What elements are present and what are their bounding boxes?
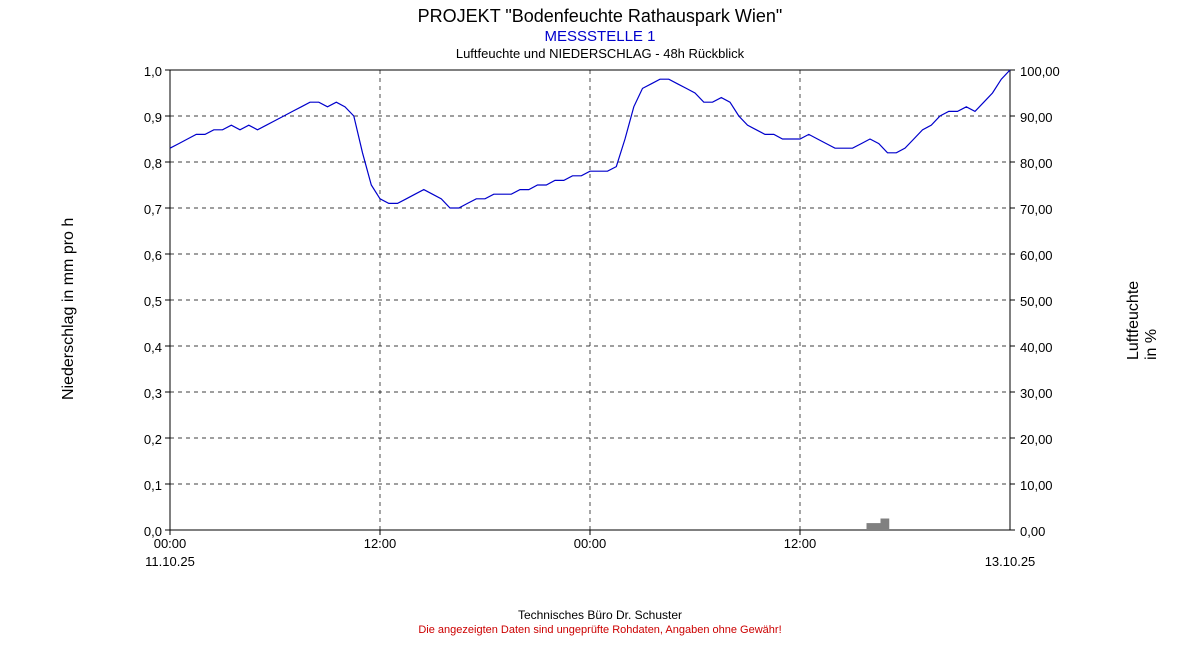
ytick-right: 70,00 — [1020, 202, 1053, 217]
ytick-left: 0,3 — [112, 386, 162, 401]
ytick-left: 0,2 — [112, 432, 162, 447]
ytick-left: 0,7 — [112, 202, 162, 217]
xtick: 00:00 — [550, 536, 630, 551]
chart-canvas — [0, 0, 1200, 650]
ytick-right: 60,00 — [1020, 248, 1053, 263]
ytick-left: 1,0 — [112, 64, 162, 79]
ytick-left: 0,1 — [112, 478, 162, 493]
y-axis-right-label: Luftfeuchte in % — [1125, 281, 1161, 360]
ytick-left: 0,6 — [112, 248, 162, 263]
ytick-left: 0,4 — [112, 340, 162, 355]
ytick-right: 0,00 — [1020, 524, 1045, 539]
ytick-right: 90,00 — [1020, 110, 1053, 125]
ytick-right: 50,00 — [1020, 294, 1053, 309]
ytick-left: 0,8 — [112, 156, 162, 171]
footer-office: Technisches Büro Dr. Schuster — [0, 608, 1200, 622]
ytick-right: 20,00 — [1020, 432, 1053, 447]
ytick-right: 80,00 — [1020, 156, 1053, 171]
ytick-left: 0,5 — [112, 294, 162, 309]
ytick-right: 40,00 — [1020, 340, 1053, 355]
xtick: 12:00 — [760, 536, 840, 551]
x-date-right: 13.10.25 — [970, 554, 1050, 569]
x-date-left: 11.10.25 — [130, 554, 210, 569]
ytick-right: 30,00 — [1020, 386, 1053, 401]
y-axis-left-label: Niederschlag in mm pro h — [60, 218, 78, 400]
xtick: 12:00 — [340, 536, 420, 551]
footer-disclaimer: Die angezeigten Daten sind ungeprüfte Ro… — [0, 624, 1200, 636]
ytick-right: 10,00 — [1020, 478, 1053, 493]
xtick: 00:00 — [130, 536, 210, 551]
ytick-right: 100,00 — [1020, 64, 1060, 79]
ytick-left: 0,9 — [112, 110, 162, 125]
